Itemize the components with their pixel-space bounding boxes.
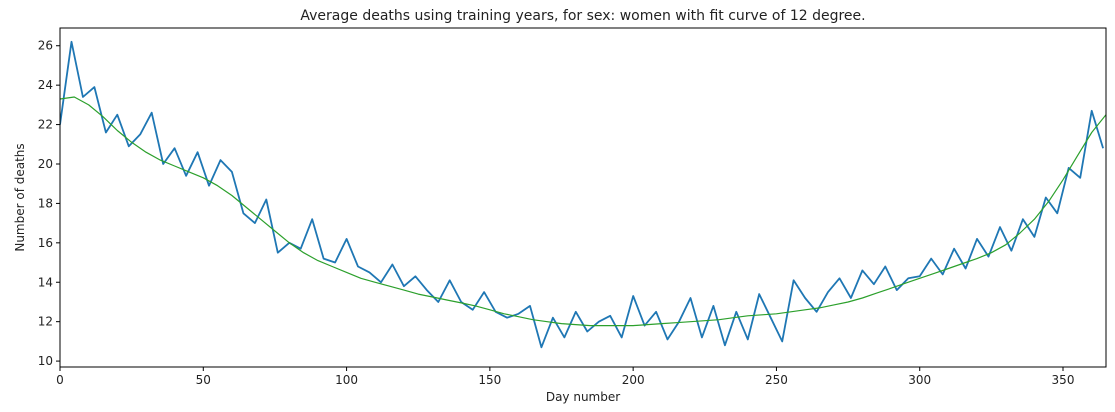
y-tick-label: 18 [38,196,53,210]
y-tick-label: 24 [38,78,53,92]
x-axis-label: Day number [546,390,620,404]
y-tick-label: 16 [38,236,53,250]
x-tick-label: 0 [56,373,64,387]
x-tick-label: 100 [335,373,358,387]
y-tick-label: 12 [38,315,53,329]
y-tick-label: 20 [38,157,53,171]
x-tick-label: 50 [196,373,211,387]
plot-frame [59,27,1107,368]
x-tick-label: 150 [478,373,501,387]
x-tick-label: 350 [1052,373,1075,387]
y-axis-label: Number of deaths [13,143,27,251]
y-tick-label: 10 [38,354,53,368]
chart-title: Average deaths using training years, for… [300,8,865,24]
y-tick-label: 22 [38,118,53,132]
x-tick-label: 200 [622,373,645,387]
series-line-fit-curve [60,96,1106,327]
y-tick-label: 26 [38,39,53,53]
x-tick-label: 300 [908,373,931,387]
series-line-average-deaths [60,40,1104,349]
x-tick-label: 250 [765,373,788,387]
y-tick-label: 14 [38,275,53,289]
